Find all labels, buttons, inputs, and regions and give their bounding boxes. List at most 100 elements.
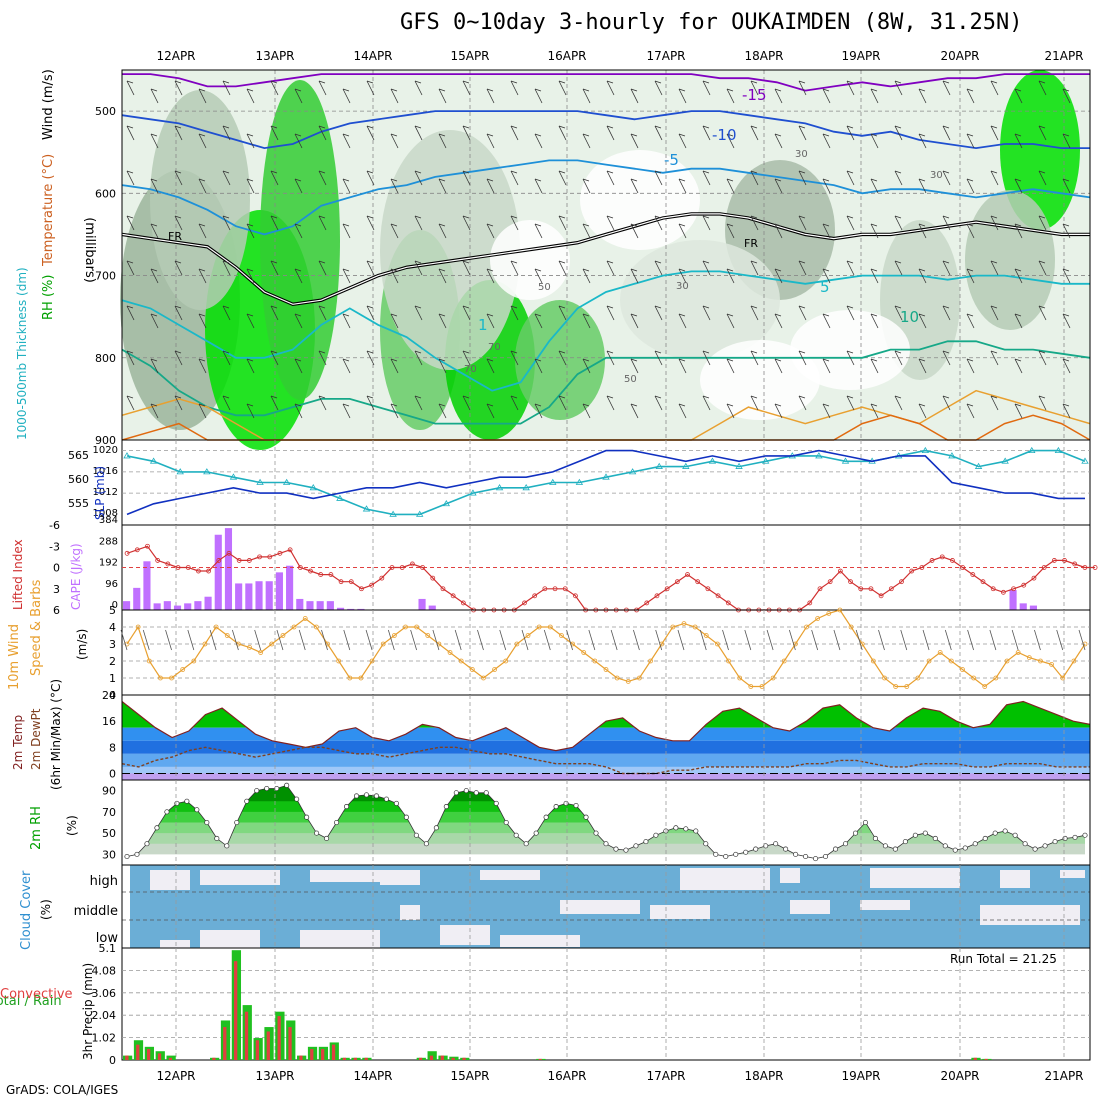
wind-barb [150,88,159,104]
wind-barb-staff [774,133,783,149]
wind-barb [198,223,207,239]
wind-barb [126,80,135,96]
wind-barb-staff [198,88,207,104]
wind-barb-staff [246,178,255,194]
wind-barb-staff [702,395,711,411]
wind-barb [606,395,615,411]
wind-barb [655,629,663,651]
wind-barb [1062,358,1071,374]
wind-barb-flag [342,268,350,272]
wind-barb [366,395,375,411]
wind-barb [276,629,284,651]
rh-marker [783,846,789,852]
contour-label: -10 [712,126,737,144]
wind-speed-marker [169,675,174,681]
wind-barb-staff [462,260,471,276]
rh-marker [1072,834,1078,840]
precip-tick: 0 [109,1054,116,1067]
rh-shade-area [150,90,250,310]
wind-barb-staff [774,268,783,284]
x-tick-label-bottom: 17APR [646,1069,685,1083]
wind-barb [342,268,351,284]
wind-barb-flag [606,395,614,399]
wind-barb-flag [1062,313,1070,317]
wind-barb-flag [438,223,446,227]
wind-barb [630,178,639,194]
wind-barb [654,215,663,231]
li-marker [858,586,864,592]
wind-barb-flag [918,313,926,317]
wind-barb-flag [150,358,158,362]
wind-barb [1038,80,1047,96]
precip-conv-bar [973,1057,977,1060]
wind-barb [582,88,591,104]
wind-barb-flag [486,313,494,317]
wind-barb-flag [270,125,278,129]
li-marker [939,554,945,560]
wind-barb-staff [582,133,591,149]
wind-barb-flag [654,350,662,354]
wind-barb-flag [990,260,998,264]
wind-barb-staff [558,395,567,411]
wind-barb-flag [1062,133,1070,137]
wind-barb [870,268,879,284]
wind-barb [318,125,327,141]
wind-barb-staff [702,125,711,141]
wind-barb-staff [966,358,975,374]
wind-barb-flag [486,133,494,137]
rh-marker [673,825,679,831]
wind-barb [438,358,447,374]
thickness-marker [176,468,184,475]
wind10m-unit: (m/s) [75,629,89,660]
wind-barb-staff [414,305,423,321]
wind-barb-flag [726,313,734,317]
wind-barb-flag [174,260,182,264]
wind-barb [294,403,303,419]
wind-speed-marker [180,667,186,672]
x-tick-label-bottom: 18APR [744,1069,783,1083]
wind-speed-marker [815,616,821,621]
wind-barb-staff [630,178,639,194]
wind-barb [198,313,207,329]
wind-barb-staff [414,260,423,276]
wind-barb-flag [846,305,854,309]
wind-barb [486,268,495,284]
wind-barb [610,629,618,651]
wind-barb-staff [894,350,903,366]
wind-barb-flag [702,125,710,129]
wind-barb [677,629,685,651]
wind-barb-flag [294,88,302,92]
wind-barb-flag [414,215,422,219]
wind-barb-staff [558,170,567,186]
li-marker [980,579,986,585]
wind-barb-flag [150,313,158,317]
wind-barb [894,215,903,231]
wind-speed-marker [648,658,653,664]
precip-conv-bar [147,1049,151,1060]
wind-barb-staff [222,350,231,366]
wind-barb [270,215,279,231]
wind-barb-staff [1014,88,1023,104]
rh-marker [583,814,589,820]
wind-barb [870,403,879,419]
li-marker [562,586,568,592]
wind-barb [294,313,303,329]
wind-barb-staff [702,305,711,321]
wind-barb-staff [534,358,543,374]
wind-barb-staff [726,133,735,149]
wind-barb-staff [678,223,687,239]
wind-barb-staff [774,358,783,374]
wind-barb-staff [174,215,183,231]
wind-barb [126,170,135,186]
wind-barb [462,170,471,186]
wind-barb-flag [534,178,542,182]
wind-barb-staff [606,305,615,321]
wind-barb [630,223,639,239]
wind-barb [534,223,543,239]
wind-barb [633,629,640,651]
wind-barb-flag [726,268,734,272]
wind-barb-flag [198,133,206,137]
wind-barb-staff [990,215,999,231]
wind-barb-flag [1038,125,1046,129]
